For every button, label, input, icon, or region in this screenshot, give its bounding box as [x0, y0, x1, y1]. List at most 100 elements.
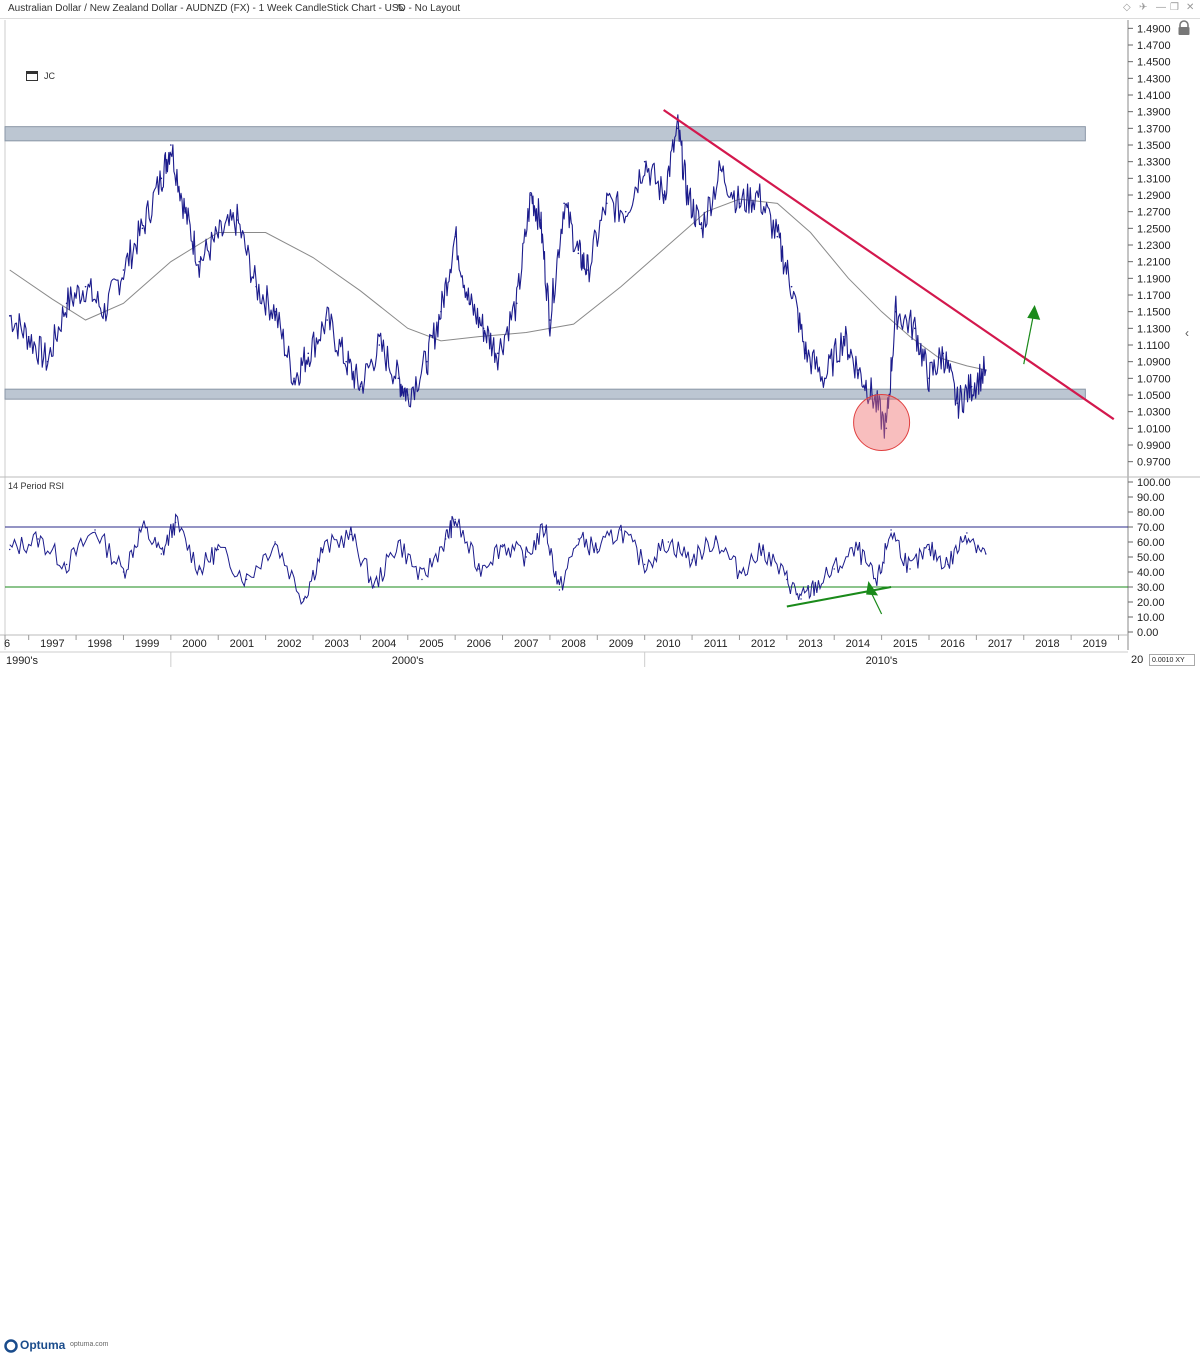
x-tick-label: 2008	[561, 638, 585, 650]
price-point	[539, 219, 542, 221]
x-tick-label: 2010	[656, 638, 680, 650]
chart-canvas[interactable]: 1.4900 1.4700 1.4500 1.4300 1.4100 1.3900 1.37…	[0, 0, 1200, 687]
price-point	[643, 160, 646, 163]
y-tick-label: 1.1900	[1137, 273, 1171, 285]
rsi-point	[217, 548, 219, 551]
price-point	[913, 327, 916, 330]
price-point	[605, 202, 608, 205]
rsi-series	[9, 513, 987, 605]
rsi-arrow-head	[866, 581, 879, 596]
rsi-y-tick-label: 60.00	[1137, 537, 1165, 549]
y-tick-label: 1.0100	[1137, 423, 1171, 435]
rsi-point	[9, 548, 11, 551]
layout-icon[interactable]	[26, 71, 38, 81]
x-tick-label: 2007	[514, 638, 538, 650]
price-point	[624, 210, 627, 213]
price-point	[496, 352, 499, 355]
rsi-point	[421, 578, 423, 581]
decade-label: 2000's	[392, 655, 425, 667]
minimize-icon[interactable]: —	[1156, 2, 1166, 13]
rsi-point	[198, 568, 200, 570]
x-tick-label: 2001	[230, 638, 254, 650]
rsi-point	[454, 518, 456, 521]
rsi-point	[890, 529, 892, 531]
pin-icon[interactable]: ✈	[1139, 2, 1148, 13]
price-point	[27, 335, 30, 338]
layout-label: JC	[44, 71, 55, 81]
rsi-point	[577, 538, 580, 540]
price-series	[9, 114, 987, 439]
x-tick-label: 2005	[419, 638, 443, 650]
x-tick-label: 2015	[893, 638, 917, 650]
rsi-point	[274, 541, 276, 543]
price-point	[587, 269, 589, 271]
rsi-point	[876, 583, 878, 585]
scale-box[interactable]: 0.0010 XY	[1149, 654, 1195, 666]
rsi-point	[596, 548, 598, 551]
price-point	[895, 310, 897, 313]
title-bar: Australian Dollar / New Zealand Dollar -…	[0, 0, 1200, 19]
x-tick-label: 2018	[1035, 638, 1059, 650]
diamond-icon[interactable]: ◇	[1123, 2, 1131, 13]
lock-icon[interactable]	[1176, 20, 1192, 36]
price-point	[757, 194, 760, 196]
support-band	[4, 388, 1086, 400]
x-tick-label: 2017	[988, 638, 1012, 650]
rsi-point	[928, 548, 930, 551]
price-point	[719, 169, 722, 171]
rsi-point	[985, 553, 987, 555]
pencil-icon[interactable]: ✎	[396, 3, 406, 15]
green-arrow-head	[1027, 305, 1041, 320]
rsi-y-tick-label: 80.00	[1137, 507, 1165, 519]
x-tick-label: 1998	[88, 638, 112, 650]
chevron-left-icon[interactable]: ‹	[1185, 326, 1189, 340]
price-point	[345, 360, 347, 363]
price-point	[84, 285, 87, 288]
rsi-point	[814, 586, 816, 588]
rsi-point	[302, 598, 305, 600]
rsi-point	[350, 533, 352, 536]
price-point	[406, 394, 409, 396]
price-point	[307, 352, 310, 355]
x-tick-label: 6	[4, 638, 10, 650]
y-tick-label: 1.0300	[1137, 407, 1171, 419]
rsi-point	[160, 553, 163, 555]
brand-name: Optuma	[20, 1338, 66, 1352]
rsi-y-tick-label: 50.00	[1137, 552, 1165, 564]
rsi-point	[800, 598, 802, 600]
price-point	[577, 252, 580, 255]
y-tick-label: 1.3700	[1137, 123, 1171, 135]
rsi-point	[245, 578, 248, 581]
price-point	[293, 377, 295, 380]
rsi-point	[715, 538, 717, 540]
green-arrow-shaft	[1023, 315, 1034, 365]
rsi-point	[37, 538, 39, 540]
x-tick-label: 2014	[846, 638, 870, 650]
rsi-point	[786, 578, 788, 581]
price-point	[738, 202, 741, 205]
rsi-point	[947, 563, 949, 566]
rsi-point	[141, 526, 144, 528]
rsi-y-tick-label: 40.00	[1137, 567, 1165, 579]
price-point	[549, 319, 551, 321]
rsi-point	[966, 532, 968, 534]
price-point	[662, 194, 665, 196]
y-tick-label: 1.0500	[1137, 390, 1171, 402]
price-point	[274, 310, 276, 313]
optuma-logo-icon	[4, 1339, 18, 1353]
price-point	[255, 285, 257, 288]
price-point	[842, 335, 845, 338]
price-point	[468, 302, 471, 305]
y-tick-label: 1.2300	[1137, 240, 1171, 252]
x-tick-label: 2011	[704, 638, 728, 650]
rsi-point	[691, 559, 693, 561]
rsi-point	[620, 529, 622, 531]
price-point	[160, 177, 163, 180]
price-point	[956, 402, 959, 405]
close-icon[interactable]: ✕	[1186, 2, 1195, 13]
x-tick-label: 2002	[277, 638, 301, 650]
y-tick-label: 1.3100	[1137, 173, 1171, 185]
y-tick-label: 0.9700	[1137, 457, 1171, 469]
restore-icon[interactable]: ❐	[1170, 2, 1179, 13]
x-tick-label: 2003	[324, 638, 348, 650]
